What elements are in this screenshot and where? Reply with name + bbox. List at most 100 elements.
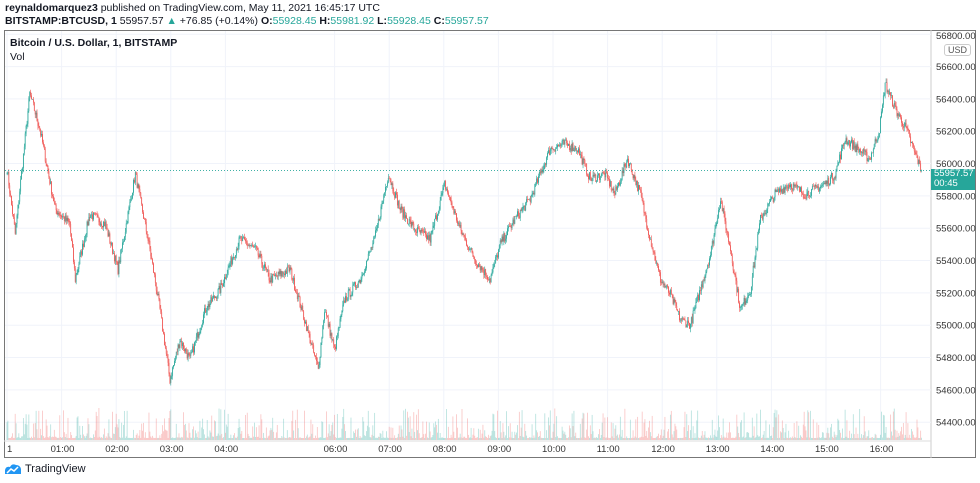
candle-body: [684, 319, 686, 321]
candle-body: [26, 123, 28, 126]
volume-bar: [492, 413, 494, 440]
candle-body: [184, 348, 185, 352]
candle-body: [251, 244, 253, 246]
volume-bar: [10, 437, 12, 440]
volume-bar: [111, 437, 113, 440]
candle-body: [535, 183, 537, 185]
volume-bar: [176, 437, 178, 440]
candle-body: [443, 183, 445, 188]
candle-body: [904, 122, 906, 127]
volume-bar: [708, 437, 710, 440]
candle-body: [82, 243, 83, 255]
time-tick-label: 07:00: [378, 444, 402, 455]
volume-bar: [729, 422, 730, 440]
volume-bar: [320, 437, 322, 440]
candle-body: [413, 223, 415, 230]
volume-bar: [153, 437, 154, 440]
candle-body: [339, 318, 341, 328]
volume-bar: [612, 423, 614, 440]
volume-bar: [174, 437, 175, 440]
volume-bar: [643, 422, 645, 440]
candle-body: [639, 185, 640, 190]
volume-bar: [292, 410, 294, 440]
volume-bar: [513, 437, 515, 440]
candle-body: [204, 308, 205, 315]
volume-bar: [911, 428, 912, 440]
volume-bar: [772, 427, 774, 440]
candle-body: [803, 197, 805, 199]
candle-body: [804, 197, 806, 199]
candle-body: [792, 183, 794, 191]
currency-badge[interactable]: USD: [944, 44, 972, 56]
volume-bar: [700, 435, 702, 440]
volume-bar: [547, 437, 548, 440]
candle-body: [284, 273, 285, 276]
candle-body: [24, 133, 26, 147]
volume-bar: [179, 437, 181, 440]
volume-bar: [639, 437, 641, 440]
candle-body: [374, 236, 376, 238]
author-name[interactable]: reynaldomarquez3: [5, 2, 98, 14]
tradingview-logo[interactable]: TradingView: [4, 463, 86, 475]
volume-bar: [673, 431, 675, 440]
volume-bar: [774, 409, 776, 440]
candle-body: [864, 150, 866, 152]
volume-bar: [53, 429, 55, 440]
volume-bar: [502, 423, 504, 440]
chart-frame[interactable]: [4, 30, 976, 458]
volume-bar: [882, 414, 884, 440]
volume-bar: [310, 419, 312, 440]
volume-bar: [550, 437, 552, 440]
candle-body: [79, 256, 81, 265]
volume-bar: [394, 435, 396, 440]
volume-bar: [736, 414, 738, 440]
volume-bar: [103, 428, 105, 440]
candle-body: [372, 243, 374, 248]
volume-bar: [662, 435, 664, 440]
price-tick-label: 56600.00: [936, 62, 976, 73]
candle-body: [651, 246, 653, 250]
candle-body: [256, 247, 258, 249]
candle-body: [75, 274, 77, 282]
candle-body: [507, 228, 508, 236]
volume-bar: [410, 436, 412, 440]
candle-body: [88, 216, 90, 226]
volume-bar: [680, 437, 682, 440]
candle-body: [359, 280, 361, 283]
volume-bar: [710, 437, 712, 440]
volume-bar: [813, 437, 815, 440]
volume-bar: [869, 438, 871, 440]
volume-bar: [808, 412, 810, 440]
volume-bar: [506, 411, 507, 440]
time-tick-label: 11:00: [597, 444, 620, 455]
volume-bar: [25, 414, 27, 440]
candle-body: [833, 177, 835, 181]
volume-bar: [316, 437, 317, 440]
candle-body: [164, 345, 166, 348]
volume-bar: [302, 438, 304, 440]
candle-body: [182, 342, 184, 347]
volume-bar: [270, 427, 272, 440]
candle-body: [67, 217, 69, 221]
candle-body: [84, 237, 86, 240]
candle-body: [351, 292, 353, 296]
volume-bar: [912, 434, 914, 440]
volume-bar: [24, 423, 26, 440]
candle-body: [390, 180, 392, 185]
candle-body: [673, 299, 675, 304]
volume-bar: [94, 430, 96, 440]
candle-body: [283, 273, 285, 275]
volume-bar: [128, 437, 130, 440]
candle-body: [293, 277, 295, 281]
volume-bar: [95, 411, 97, 440]
candle-body: [870, 158, 871, 160]
volume-bar: [452, 416, 454, 440]
volume-bar: [896, 430, 898, 440]
volume-bar: [36, 429, 38, 440]
volume-bar: [438, 437, 440, 440]
volume-bar: [555, 437, 557, 440]
candle-body: [290, 267, 292, 269]
candle-body: [831, 172, 832, 177]
volume-bar: [316, 426, 318, 440]
